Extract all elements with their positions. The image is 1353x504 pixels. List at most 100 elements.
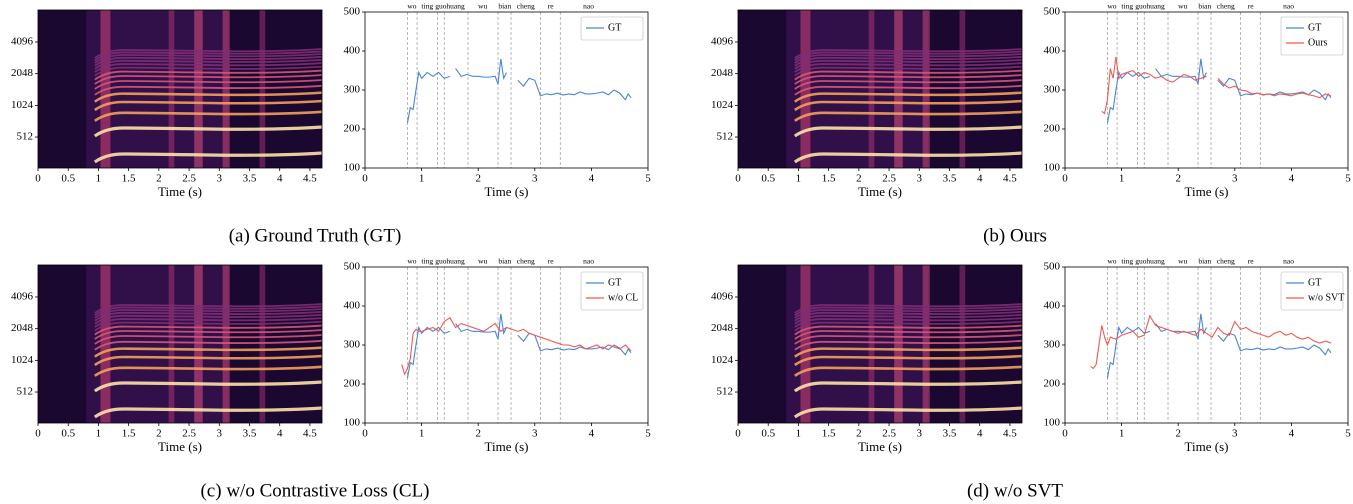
spectrogram-texture xyxy=(794,303,1022,314)
spectrogram-texture xyxy=(94,48,322,59)
spectrogram-texture xyxy=(794,329,1022,340)
legend-box xyxy=(580,271,644,311)
x-tick-label: 1 xyxy=(796,428,802,440)
x-tick-label: 0.5 xyxy=(761,428,775,440)
spectrogram-texture xyxy=(794,313,1022,325)
spectrogram-texture xyxy=(94,324,322,336)
x-tick-label: 3.5 xyxy=(243,173,257,185)
x-tick-label: 2 xyxy=(1175,173,1181,185)
y-tick-label: 1024 xyxy=(11,354,34,366)
x-axis-label: Time (s) xyxy=(1185,184,1229,199)
y-tick-label: 512 xyxy=(717,386,734,398)
x-tick-label: 2.5 xyxy=(882,173,896,185)
x-tick-label: 4.5 xyxy=(1003,173,1017,185)
spectrogram-texture xyxy=(794,79,1022,90)
pitch-line xyxy=(401,316,632,376)
x-tick-label: 2 xyxy=(856,173,862,185)
x-tick-label: 4 xyxy=(277,173,283,185)
syllable-label: nao xyxy=(583,257,594,266)
x-axis-label: Time (s) xyxy=(158,184,202,199)
spectrogram-texture xyxy=(168,10,175,168)
spectrogram-texture xyxy=(793,406,1022,419)
x-axis-label: Time (s) xyxy=(485,184,529,199)
spectrogram-texture xyxy=(794,305,1022,317)
x-tick-label: 3 xyxy=(532,173,538,185)
x-tick-label: 2 xyxy=(156,173,162,185)
y-tick-label: 4096 xyxy=(711,36,734,48)
pitch-panel: wo ting guo huang wu bian cheng re nao 0 1 2 3 4 5 100 2… xyxy=(344,257,652,454)
syllable-label: guo xyxy=(435,257,447,266)
syllable-label: ting xyxy=(421,257,433,266)
spectrogram-texture xyxy=(222,10,230,168)
spectrogram-texture xyxy=(794,69,1022,81)
axes-frame xyxy=(737,9,1023,169)
syllable-label: nao xyxy=(1283,2,1294,11)
y-tick-label: 400 xyxy=(344,45,361,57)
syllable-label: bian xyxy=(1198,2,1211,11)
syllable-label: re xyxy=(1248,257,1254,266)
y-tick-label: 400 xyxy=(1044,45,1061,57)
spectrogram-texture xyxy=(794,65,1022,77)
spectrogram-texture xyxy=(94,334,322,345)
caption: (a) Ground Truth (GT) xyxy=(229,225,402,246)
y-tick-label: 100 xyxy=(1044,417,1061,429)
syllable-label: huang xyxy=(446,2,465,11)
spectrogram-texture xyxy=(94,91,322,103)
legend-box xyxy=(1280,16,1344,56)
syllable-label: bian xyxy=(1198,257,1211,266)
x-tick-label: 0 xyxy=(1062,428,1068,440)
y-tick-label: 512 xyxy=(717,131,734,143)
spectrogram-texture xyxy=(94,50,322,62)
y-tick-label: 100 xyxy=(344,162,361,174)
x-tick-label: 3 xyxy=(917,428,923,440)
spectrogram-texture xyxy=(794,84,1022,96)
y-tick-label: 300 xyxy=(344,339,361,351)
pitch-line xyxy=(406,58,632,124)
x-tick-label: 4 xyxy=(1289,428,1295,440)
x-tick-label: 4 xyxy=(277,428,283,440)
spectrogram-texture xyxy=(794,324,1022,336)
y-tick-label: 2048 xyxy=(711,322,734,334)
x-tick-label: 3 xyxy=(217,428,223,440)
x-tick-label: 0.5 xyxy=(761,173,775,185)
legend-label: GT xyxy=(1308,277,1321,288)
x-tick-label: 1 xyxy=(96,173,102,185)
x-tick-label: 3 xyxy=(217,173,223,185)
y-tick-label: 500 xyxy=(1044,261,1061,273)
syllable-label: huang xyxy=(1146,257,1165,266)
x-tick-label: 1 xyxy=(419,173,425,185)
x-tick-label: 2 xyxy=(475,428,481,440)
spectrogram-texture xyxy=(794,110,1022,122)
x-tick-label: 3 xyxy=(532,428,538,440)
spectrogram-image xyxy=(38,10,322,168)
x-tick-label: 3.5 xyxy=(943,173,957,185)
syllable-label: huang xyxy=(1146,2,1165,11)
y-tick-label: 2048 xyxy=(711,67,734,79)
spectrogram-texture xyxy=(922,265,930,423)
spectrogram-texture xyxy=(94,305,322,317)
x-tick-label: 1.5 xyxy=(822,428,836,440)
x-axis-label: Time (s) xyxy=(858,439,902,454)
spectrogram-texture xyxy=(794,310,1022,322)
spectrogram-texture xyxy=(794,91,1022,103)
legend-box xyxy=(580,16,644,41)
y-tick-label: 512 xyxy=(17,386,34,398)
spectrogram-texture xyxy=(93,125,322,138)
spectrogram-texture xyxy=(93,380,322,393)
y-tick-label: 4096 xyxy=(11,36,34,48)
y-tick-label: 200 xyxy=(344,123,361,135)
syllable-label: ting xyxy=(1121,257,1133,266)
spectrogram-image xyxy=(38,265,322,423)
axes-frame xyxy=(737,264,1023,424)
y-tick-label: 200 xyxy=(344,378,361,390)
legend-label: GT xyxy=(1308,22,1321,33)
spectrogram-texture xyxy=(793,125,1022,138)
y-tick-label: 100 xyxy=(344,417,361,429)
legend-box xyxy=(1280,271,1344,311)
spectrogram-texture xyxy=(94,317,322,328)
spectrogram-texture xyxy=(794,317,1022,328)
syllable-label: guo xyxy=(1135,2,1147,11)
spectrogram-texture xyxy=(94,79,322,90)
spectrogram-texture xyxy=(868,265,875,423)
